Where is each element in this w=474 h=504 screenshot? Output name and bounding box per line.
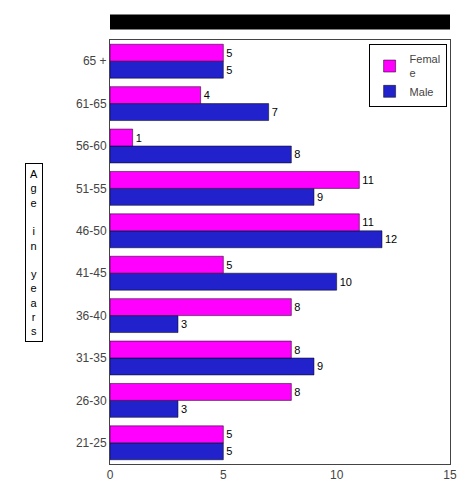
svg-text:61-65: 61-65 — [76, 97, 107, 111]
svg-text:15: 15 — [443, 468, 457, 482]
svg-text:8: 8 — [294, 301, 300, 313]
svg-text:5: 5 — [220, 468, 227, 482]
svg-text:46-50: 46-50 — [76, 224, 107, 238]
svg-text:1: 1 — [136, 132, 142, 144]
svg-text:3: 3 — [181, 318, 187, 330]
svg-text:10: 10 — [340, 276, 352, 288]
svg-text:5: 5 — [226, 445, 232, 457]
svg-text:Male: Male — [410, 86, 434, 98]
svg-text:0: 0 — [107, 468, 114, 482]
svg-text:21-25: 21-25 — [76, 436, 107, 450]
svg-text:5: 5 — [226, 47, 232, 59]
svg-text:8: 8 — [294, 386, 300, 398]
svg-text:Age in years: Age in years — [30, 168, 38, 337]
svg-text:3: 3 — [181, 403, 187, 415]
svg-text:26-30: 26-30 — [76, 394, 107, 408]
svg-text:31-35: 31-35 — [76, 351, 107, 365]
svg-text:Female: Female — [410, 53, 441, 79]
svg-text:8: 8 — [294, 148, 300, 160]
svg-text:4: 4 — [204, 89, 210, 101]
svg-text:7: 7 — [272, 106, 278, 118]
svg-text:5: 5 — [226, 259, 232, 271]
svg-text:41-45: 41-45 — [76, 266, 107, 280]
svg-text:10: 10 — [330, 468, 344, 482]
svg-text:36-40: 36-40 — [76, 309, 107, 323]
svg-text:11: 11 — [362, 174, 373, 186]
svg-text:5: 5 — [226, 428, 232, 440]
svg-text:56-60: 56-60 — [76, 139, 107, 153]
svg-text:8: 8 — [294, 344, 300, 356]
svg-text:65 +: 65 + — [83, 54, 107, 68]
svg-text:51-55: 51-55 — [76, 182, 107, 196]
svg-text:9: 9 — [317, 191, 323, 203]
svg-text:11: 11 — [362, 216, 373, 228]
svg-text:12: 12 — [385, 233, 397, 245]
svg-text:9: 9 — [317, 360, 323, 372]
svg-text:5: 5 — [226, 64, 232, 76]
